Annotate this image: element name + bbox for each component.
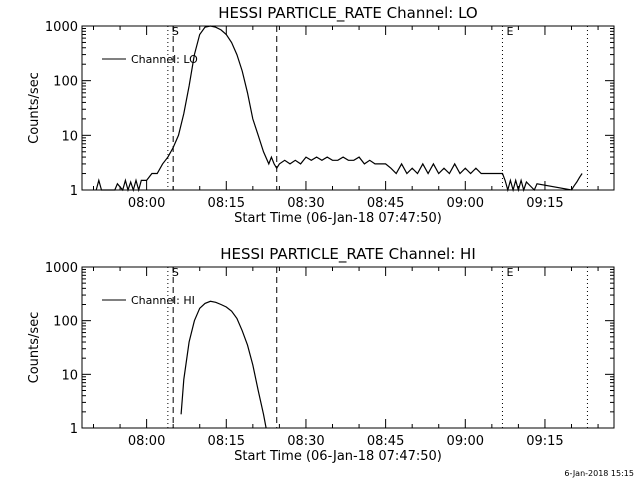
x-tick-label: 08:45 [367, 196, 404, 211]
plot-frame [81, 266, 615, 429]
x-tick-label: 09:00 [447, 196, 484, 211]
x-axis-label: Start Time (06-Jan-18 07:47:50) [234, 211, 442, 226]
event-marker-label: E [506, 25, 513, 38]
x-tick-label: 09:15 [526, 434, 563, 449]
x-tick-label: 08:30 [287, 196, 324, 211]
y-tick-label: 1 [70, 184, 78, 199]
chart-title: HESSI PARTICLE_RATE Channel: LO [218, 4, 477, 23]
x-tick-label: 08:00 [128, 434, 165, 449]
y-tick-label: 100 [53, 315, 78, 330]
x-tick-label: 09:15 [526, 196, 563, 211]
x-tick-label: 09:00 [447, 434, 484, 449]
y-tick-label: 1000 [45, 261, 78, 276]
x-tick-label: 08:45 [367, 434, 404, 449]
legend-label: Channel: LO [131, 53, 198, 66]
y-tick-label: 1 [70, 422, 78, 437]
y-axis-label: Counts/sec [27, 312, 42, 384]
chart-title: HESSI PARTICLE_RATE Channel: HI [220, 245, 476, 264]
event-marker-label: S [172, 266, 179, 279]
chart-panel-lo: HESSI PARTICLE_RATE Channel: LO 1 10 100 100… [27, 4, 615, 226]
x-axis-label: Start Time (06-Jan-18 07:47:50) [234, 449, 442, 464]
plot-frame [81, 25, 615, 191]
y-tick-label: 100 [53, 75, 78, 90]
footer-timestamp: 6-Jan-2018 15:15 [564, 469, 634, 478]
chart-panel-hi: HESSI PARTICLE_RATE Channel: HI 1 10 100 100… [27, 245, 615, 464]
event-marker-label: S [172, 25, 179, 38]
x-tick-label: 08:15 [208, 434, 245, 449]
y-tick-label: 1000 [45, 20, 78, 35]
legend-label: Channel: HI [131, 294, 195, 307]
x-tick-label: 08:30 [287, 434, 324, 449]
event-marker-label: E [506, 266, 513, 279]
series-line [180, 300, 267, 429]
series-line [95, 25, 583, 193]
y-tick-label: 10 [61, 129, 78, 144]
y-tick-label: 10 [61, 368, 78, 383]
x-tick-label: 08:00 [128, 196, 165, 211]
y-axis-label: Counts/sec [27, 72, 42, 144]
x-tick-label: 08:15 [208, 196, 245, 211]
